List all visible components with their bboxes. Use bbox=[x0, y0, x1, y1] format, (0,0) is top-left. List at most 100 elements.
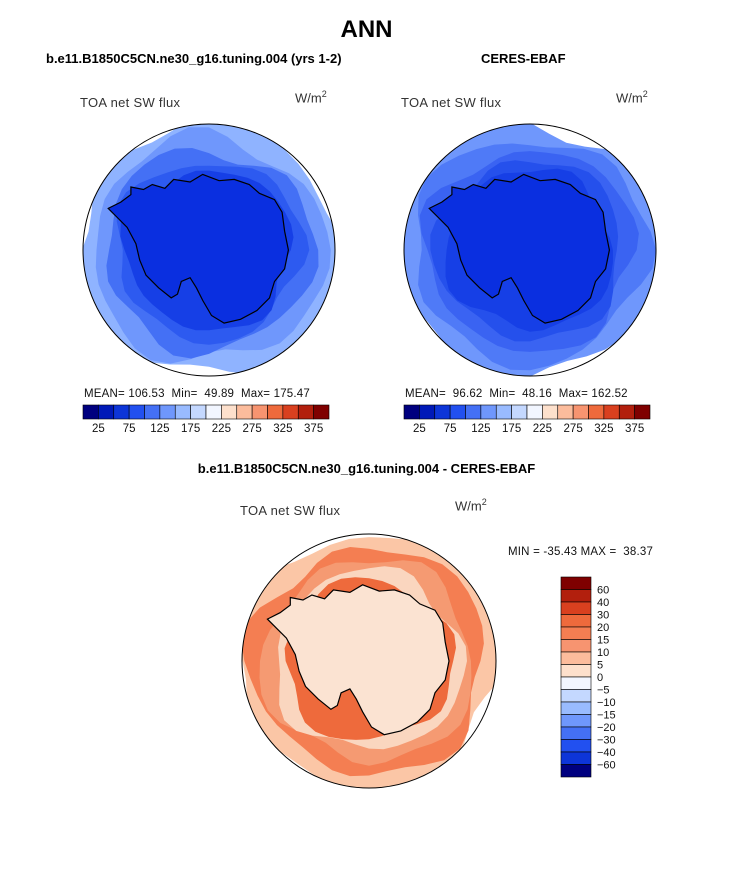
colorbar-tick-label: 225 bbox=[212, 423, 231, 435]
colorbar-tick-label: 75 bbox=[123, 423, 136, 435]
colorbar-tick-label: 275 bbox=[564, 423, 583, 435]
colorbar-box bbox=[236, 404, 253, 420]
colorbar-box bbox=[82, 404, 99, 420]
colorbar-tick-label: 325 bbox=[594, 423, 613, 435]
colorbar-box bbox=[542, 404, 559, 420]
colorbar-tick-label: 20 bbox=[597, 622, 609, 634]
colorbar-box bbox=[618, 404, 635, 420]
panel3-map bbox=[242, 537, 496, 788]
colorbar-box bbox=[419, 404, 436, 420]
colorbar-box bbox=[557, 404, 574, 420]
colorbar-tick-label: 175 bbox=[181, 423, 200, 435]
colorbar-box bbox=[282, 404, 299, 420]
colorbar-box bbox=[434, 404, 451, 420]
colorbar-box bbox=[526, 404, 543, 420]
colorbar-tick-label: −5 bbox=[597, 685, 610, 697]
colorbar-tick-label: 60 bbox=[597, 585, 609, 597]
colorbar-box bbox=[190, 404, 207, 420]
panel3-stats: MIN = -35.43 MAX = 38.37 bbox=[508, 546, 654, 558]
panel3-units: W/m2 bbox=[455, 497, 487, 514]
colorbar-box bbox=[159, 404, 176, 420]
map-border bbox=[403, 123, 657, 377]
colorbar-tick-label: 325 bbox=[273, 423, 292, 435]
colorbar-tick-label: −10 bbox=[597, 697, 616, 709]
colorbar-tick-label: −15 bbox=[597, 710, 616, 722]
panel1-stats: MEAN= 106.53 Min= 49.89 Max= 175.47 bbox=[84, 388, 310, 400]
panel2-map bbox=[404, 124, 656, 376]
colorbar-box bbox=[560, 701, 592, 715]
antarctica-outline bbox=[428, 173, 611, 324]
colorbar-box bbox=[560, 676, 592, 690]
colorbar-box bbox=[634, 404, 651, 420]
colorbar-tick-label: 0 bbox=[597, 672, 603, 684]
panel3-variable-label: TOA net SW flux bbox=[240, 503, 341, 518]
panel1-title: b.e11.B1850C5CN.ne30_g16.tuning.004 (yrs… bbox=[46, 51, 342, 66]
panel1-map bbox=[83, 124, 335, 375]
colorbar-box bbox=[221, 404, 238, 420]
colorbar-box bbox=[588, 404, 605, 420]
colorbar-box bbox=[144, 404, 161, 420]
colorbar-box bbox=[560, 651, 592, 665]
colorbar-box bbox=[560, 726, 592, 740]
diff-title: b.e11.B1850C5CN.ne30_g16.tuning.004 - CE… bbox=[197, 461, 536, 476]
panel1-colorbar: 25 75 125 175 225 275 325 375 bbox=[82, 404, 330, 435]
panel2-units: W/m2 bbox=[616, 89, 648, 106]
colorbar-tick-label: 25 bbox=[413, 423, 426, 435]
panel2-title: CERES-EBAF bbox=[481, 51, 566, 66]
map-border bbox=[82, 123, 336, 377]
colorbar-box bbox=[251, 404, 268, 420]
colorbar-tick-label: 25 bbox=[92, 423, 105, 435]
colorbar-tick-label: 125 bbox=[150, 423, 169, 435]
colorbar-box bbox=[465, 404, 482, 420]
colorbar-tick-label: 10 bbox=[597, 647, 609, 659]
colorbar-box bbox=[560, 614, 592, 628]
colorbar-tick-label: 275 bbox=[243, 423, 262, 435]
colorbar-box bbox=[113, 404, 130, 420]
colorbar-tick-label: 40 bbox=[597, 597, 609, 609]
colorbar-box bbox=[480, 404, 497, 420]
colorbar-tick-label: 30 bbox=[597, 610, 609, 622]
colorbar-tick-label: −40 bbox=[597, 747, 616, 759]
colorbar-box bbox=[603, 404, 620, 420]
antarctica-outline bbox=[266, 584, 450, 736]
panel2-colorbar: 25 75 125 175 225 275 325 375 bbox=[403, 404, 651, 435]
panel2-variable-label: TOA net SW flux bbox=[401, 95, 502, 110]
colorbar-tick-label: 375 bbox=[304, 423, 323, 435]
colorbar-box bbox=[205, 404, 222, 420]
colorbar-box bbox=[449, 404, 466, 420]
panel1-variable-label: TOA net SW flux bbox=[80, 95, 181, 110]
colorbar-box bbox=[511, 404, 528, 420]
colorbar-box bbox=[560, 601, 592, 615]
colorbar-tick-label: 175 bbox=[502, 423, 521, 435]
colorbar-box bbox=[128, 404, 145, 420]
colorbar-box bbox=[560, 626, 592, 640]
colorbar-box bbox=[560, 689, 592, 703]
colorbar-box bbox=[572, 404, 589, 420]
colorbar-tick-label: 225 bbox=[533, 423, 552, 435]
colorbar-tick-label: 125 bbox=[471, 423, 490, 435]
colorbar-tick-label: 375 bbox=[625, 423, 644, 435]
colorbar-box bbox=[560, 751, 592, 765]
map-border bbox=[241, 533, 497, 789]
colorbar-box bbox=[560, 664, 592, 678]
colorbar-box bbox=[495, 404, 512, 420]
antarctica-outline bbox=[107, 173, 290, 324]
colorbar-tick-label: 5 bbox=[597, 660, 603, 672]
colorbar-box bbox=[560, 589, 592, 603]
panel2-stats: MEAN= 96.62 Min= 48.16 Max= 162.52 bbox=[405, 388, 628, 400]
colorbar-box bbox=[98, 404, 115, 420]
colorbar-box bbox=[560, 576, 592, 590]
colorbar-box bbox=[297, 404, 314, 420]
colorbar-box bbox=[560, 714, 592, 728]
colorbar-tick-label: 75 bbox=[444, 423, 457, 435]
colorbar-tick-label: −60 bbox=[597, 760, 616, 772]
colorbar-box bbox=[403, 404, 420, 420]
colorbar-box bbox=[560, 764, 592, 778]
colorbar-box bbox=[174, 404, 191, 420]
colorbar-box bbox=[313, 404, 330, 420]
colorbar-tick-label: 15 bbox=[597, 635, 609, 647]
colorbar-box bbox=[560, 739, 592, 753]
page-title: ANN bbox=[340, 16, 393, 43]
